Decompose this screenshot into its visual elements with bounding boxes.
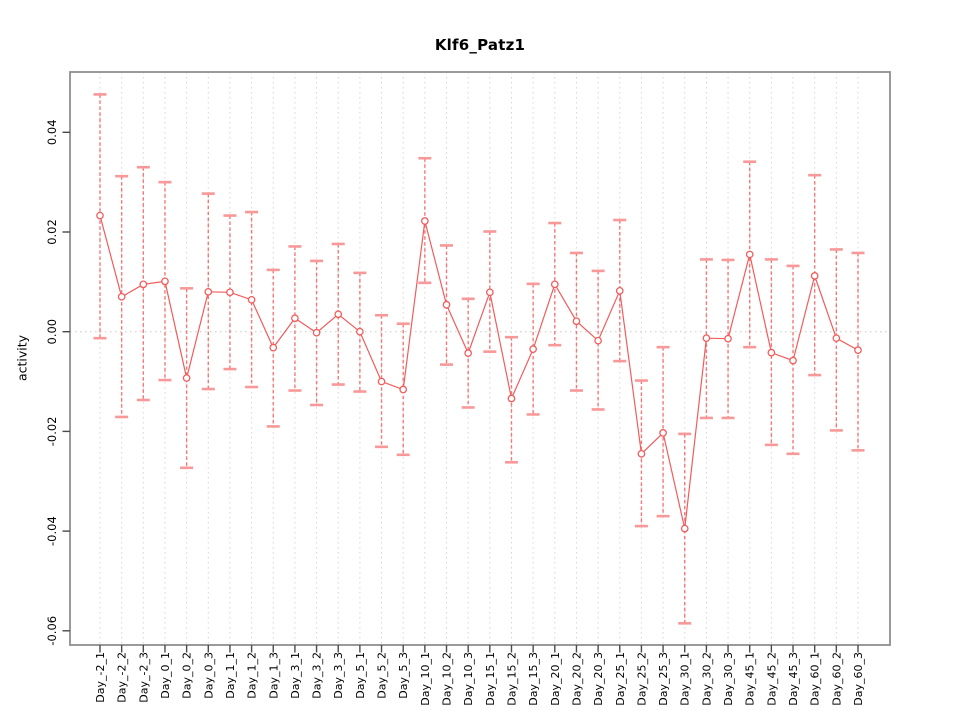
data-point-marker bbox=[854, 346, 862, 354]
data-point-marker bbox=[312, 328, 321, 337]
data-point-marker bbox=[507, 394, 516, 403]
y-tick-label: -0.06 bbox=[45, 616, 59, 646]
x-tick-label: Day_-2_3 bbox=[137, 652, 150, 703]
x-tick-label: Day_60_3 bbox=[852, 652, 865, 706]
y-tick-label: -0.04 bbox=[45, 516, 59, 546]
y-tick-label: 0.04 bbox=[45, 119, 59, 145]
x-tick-label: Day_5_2 bbox=[376, 652, 389, 699]
y-tick-label: 0.00 bbox=[45, 319, 59, 345]
data-point-marker bbox=[421, 217, 429, 225]
x-tick-label: Day_1_1 bbox=[224, 652, 237, 699]
data-point-marker bbox=[789, 356, 797, 365]
y-tick-label: -0.02 bbox=[45, 417, 59, 447]
data-point-marker bbox=[247, 295, 256, 304]
data-point-marker bbox=[767, 348, 776, 357]
x-tick-label: Day_45_1 bbox=[744, 652, 757, 706]
x-tick-label: Day_3_2 bbox=[311, 652, 324, 699]
x-tick-label: Day_15_1 bbox=[484, 652, 497, 706]
x-tick-label: Day_10_3 bbox=[462, 652, 475, 706]
x-tick-label: Day_3_3 bbox=[332, 652, 345, 699]
data-point-marker bbox=[291, 314, 299, 323]
data-point-marker bbox=[356, 327, 364, 336]
data-point-marker bbox=[334, 310, 343, 319]
x-tick-label: Day_3_1 bbox=[289, 652, 302, 699]
x-tick-label: Day_0_2 bbox=[181, 652, 194, 699]
x-tick-label: Day_45_2 bbox=[765, 652, 778, 706]
data-point-marker bbox=[832, 334, 841, 343]
data-point-marker bbox=[96, 211, 104, 220]
x-tick-label: Day_5_3 bbox=[397, 652, 410, 699]
chart-title: Klf6_Patz1 bbox=[434, 36, 526, 54]
data-point-marker bbox=[485, 288, 494, 297]
x-tick-label: Day_30_2 bbox=[700, 652, 713, 706]
data-point-marker bbox=[399, 385, 408, 394]
x-tick-label: Day_1_2 bbox=[246, 652, 259, 699]
data-point-marker bbox=[550, 280, 559, 289]
data-point-marker bbox=[161, 277, 169, 286]
x-tick-label: Day_45_3 bbox=[787, 652, 800, 706]
x-tick-label: Day_15_2 bbox=[505, 652, 518, 706]
x-tick-label: Day_15_3 bbox=[527, 652, 540, 706]
x-tick-label: Day_0_3 bbox=[202, 652, 215, 699]
data-point-marker bbox=[182, 374, 191, 382]
x-tick-label: Day_25_3 bbox=[657, 652, 670, 706]
x-tick-label: Day_60_2 bbox=[830, 652, 843, 706]
data-point-marker bbox=[594, 336, 602, 345]
x-tick-label: Day_30_1 bbox=[679, 652, 692, 706]
y-tick-label: 0.02 bbox=[45, 219, 59, 245]
data-point-marker bbox=[637, 449, 646, 458]
data-point-marker bbox=[117, 292, 126, 301]
x-tick-label: Day_30_3 bbox=[722, 652, 735, 706]
data-point-marker bbox=[269, 343, 278, 352]
data-point-marker bbox=[226, 288, 234, 297]
x-tick-label: Day_5_1 bbox=[354, 652, 367, 699]
x-tick-label: Day_1_3 bbox=[267, 652, 280, 699]
x-tick-label: Day_0_1 bbox=[159, 652, 172, 699]
x-tick-label: Day_60_1 bbox=[809, 652, 822, 706]
data-point-marker bbox=[659, 429, 667, 437]
data-point-marker bbox=[572, 317, 581, 326]
x-tick-label: Day_25_2 bbox=[635, 652, 648, 706]
data-point-marker bbox=[377, 377, 386, 386]
data-point-marker bbox=[615, 286, 624, 295]
x-tick-label: Day_-2_1 bbox=[94, 652, 107, 703]
x-tick-label: Day_10_1 bbox=[419, 652, 432, 706]
x-tick-label: Day_20_3 bbox=[592, 652, 605, 706]
data-point-marker bbox=[724, 334, 732, 343]
data-point-marker bbox=[204, 287, 213, 296]
data-point-marker bbox=[139, 280, 148, 289]
data-point-marker bbox=[442, 300, 451, 309]
x-tick-label: Day_20_2 bbox=[570, 652, 583, 706]
x-tick-label: Day_25_1 bbox=[614, 652, 627, 706]
data-point-marker bbox=[529, 345, 537, 353]
data-point-marker bbox=[745, 250, 754, 259]
data-point-marker bbox=[702, 334, 711, 343]
data-point-marker bbox=[810, 272, 819, 280]
plot-box bbox=[69, 71, 891, 646]
x-tick-label: Day_10_2 bbox=[441, 652, 454, 706]
data-point-marker bbox=[680, 524, 689, 533]
series-line bbox=[99, 215, 859, 529]
data-point-marker bbox=[464, 349, 473, 357]
x-tick-label: Day_-2_2 bbox=[116, 652, 129, 703]
x-tick-label: Day_20_1 bbox=[549, 652, 562, 706]
